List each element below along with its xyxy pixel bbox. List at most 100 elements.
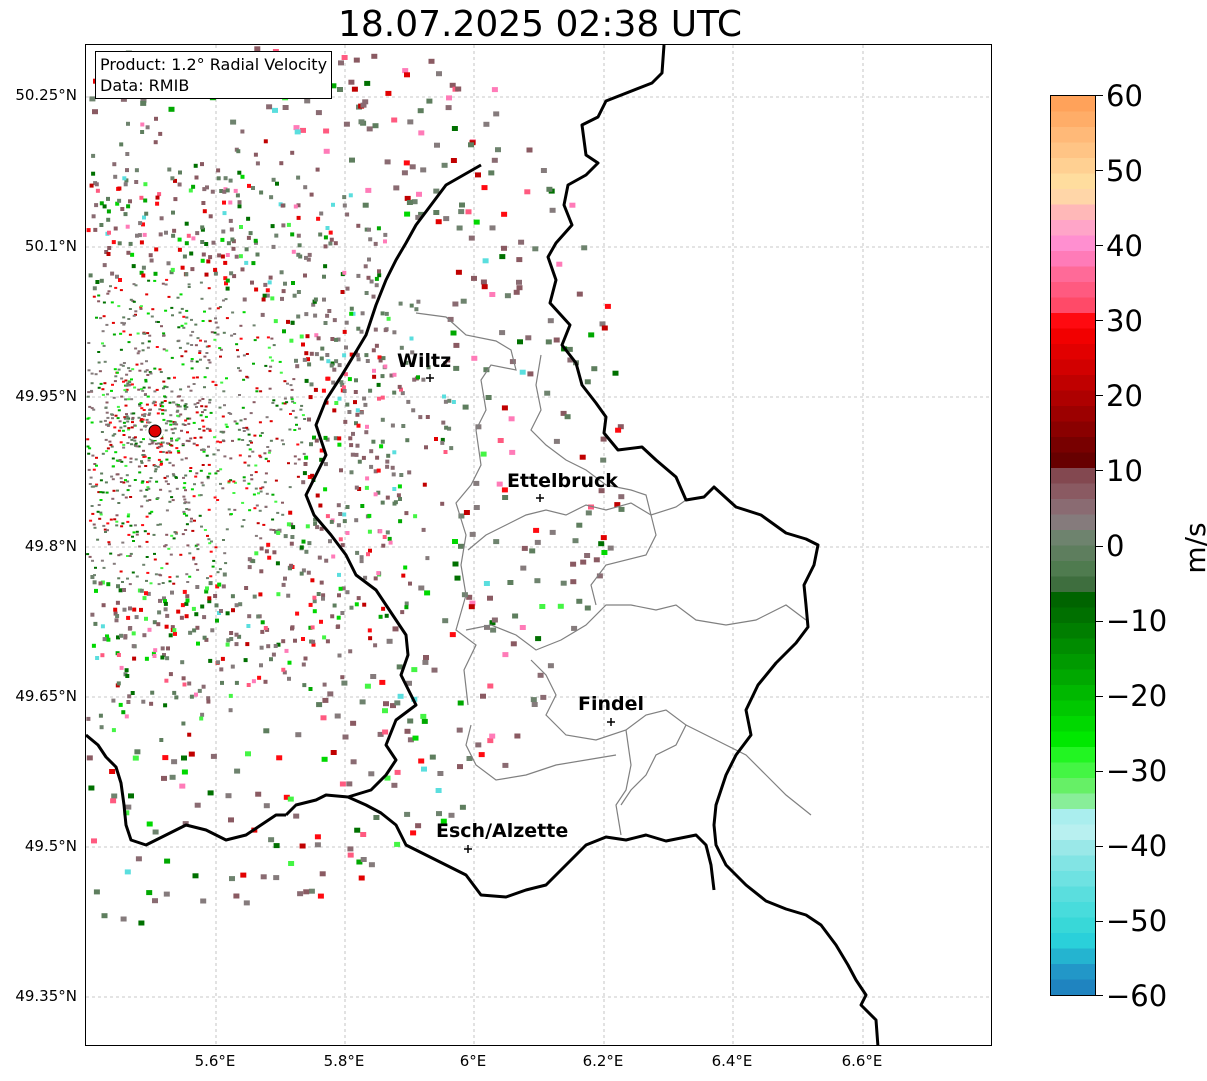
radar-echo-cell	[323, 435, 328, 440]
radar-echo-cell	[102, 566, 106, 569]
radar-echo-cell	[371, 439, 376, 444]
radar-echo-cell	[142, 332, 146, 335]
radar-echo-cell	[131, 571, 135, 574]
radar-echo-cell	[323, 244, 328, 249]
radar-echo-cell	[197, 688, 202, 693]
radar-echo-cell	[296, 443, 300, 446]
radar-echo-cell	[95, 316, 98, 319]
radar-echo-cell	[102, 263, 107, 268]
radar-echo-cell	[117, 577, 121, 580]
radar-echo-cell	[125, 152, 130, 156]
radar-echo-cell	[92, 295, 96, 298]
radar-echo-cell	[180, 603, 185, 608]
radar-echo-cell	[325, 437, 330, 442]
radar-echo-cell	[247, 433, 251, 436]
radar-echo-cell	[226, 241, 231, 246]
radar-echo-cell	[246, 216, 251, 221]
radar-echo-cell	[145, 418, 149, 421]
radar-echo-cell	[129, 457, 133, 460]
radar-echo-cell	[201, 398, 205, 400]
radar-echo-cell	[107, 543, 111, 546]
radar-echo-cell	[189, 467, 193, 469]
radar-echo-cell	[212, 453, 216, 456]
radar-echo-cell	[97, 386, 101, 389]
radar-echo-cell	[362, 202, 369, 208]
radar-echo-cell	[526, 147, 533, 153]
radar-echo-cell	[263, 803, 270, 809]
radar-echo-cell	[100, 653, 105, 658]
radar-echo-cell	[355, 443, 360, 448]
radar-echo-cell	[176, 405, 180, 408]
radar-echo-cell	[435, 788, 442, 793]
radar-echo-cell	[106, 217, 111, 222]
radar-echo-cell	[468, 142, 474, 148]
radar-echo-cell	[252, 362, 255, 365]
radar-echo-cell	[163, 607, 168, 612]
colorbar-tick-label: 20	[1106, 379, 1143, 413]
radar-echo-cell	[208, 658, 213, 663]
radar-echo-cell	[123, 389, 127, 392]
radar-echo-cell	[138, 403, 142, 406]
radar-echo-cell	[184, 221, 189, 226]
radar-echo-cell	[139, 305, 143, 308]
radar-echo-cell	[345, 505, 350, 509]
radar-echo-cell	[138, 545, 142, 548]
radar-echo-cell	[117, 305, 121, 308]
radar-echo-cell	[369, 464, 374, 469]
radar-echo-cell	[271, 493, 275, 496]
radar-echo-cell	[157, 610, 162, 615]
radar-echo-cell	[451, 400, 456, 404]
radar-echo-cell	[397, 484, 402, 489]
radar-echo-cell	[219, 609, 223, 613]
radar-echo-cell	[124, 404, 128, 407]
radar-echo-cell	[115, 600, 120, 605]
radar-echo-cell	[428, 58, 435, 64]
radar-echo-cell	[458, 513, 465, 519]
radar-echo-cell	[499, 254, 506, 260]
radar-echo-cell	[201, 320, 205, 322]
radar-echo-cell	[105, 401, 109, 404]
radar-echo-cell	[320, 346, 325, 351]
radar-echo-cell	[176, 296, 180, 299]
radar-echo-cell	[342, 389, 347, 393]
radar-echo-cell	[245, 487, 249, 490]
radar-echo-cell	[90, 612, 95, 617]
radar-echo-cell	[130, 426, 134, 429]
radar-echo-cell	[99, 511, 103, 514]
radar-echo-cell	[299, 571, 304, 576]
radar-echo-cell	[328, 539, 332, 544]
radar-echo-cell	[248, 440, 252, 443]
radar-echo-cell	[598, 488, 605, 494]
radar-echo-cell	[159, 450, 163, 453]
radar-echo-cell	[546, 186, 553, 192]
radar-echo-cell	[255, 161, 260, 166]
radar-echo-cell	[137, 416, 141, 419]
radar-echo-cell	[134, 284, 138, 287]
radar-echo-cell	[175, 403, 179, 406]
radar-map[interactable]	[85, 44, 992, 1046]
radar-echo-cell	[325, 376, 330, 381]
radar-echo-cell	[120, 96, 127, 102]
country-borders	[86, 45, 880, 1045]
radar-echo-cell	[426, 365, 431, 370]
radar-echo-cell	[339, 781, 346, 787]
radar-echo-cell	[192, 376, 196, 379]
radar-echo-cell	[491, 87, 498, 93]
colorbar-band	[1051, 173, 1095, 190]
radar-echo-cell	[576, 291, 583, 297]
radar-echo-cell	[302, 357, 307, 362]
radar-echo-cell	[290, 320, 295, 325]
radar-echo-cell	[119, 481, 123, 483]
radar-echo-cell	[172, 582, 176, 585]
radar-echo-cell	[171, 314, 174, 317]
radar-echo-cell	[185, 309, 189, 312]
colorbar-band	[1051, 638, 1095, 655]
radar-echo-cell	[154, 116, 158, 121]
radar-echo-cell	[207, 287, 211, 290]
radar-echo-cell	[371, 53, 378, 59]
radar-echo-cell	[129, 461, 133, 464]
radar-echo-cell	[199, 339, 202, 342]
radar-echo-cell	[283, 380, 287, 383]
radar-echo-cell	[487, 595, 493, 601]
radar-echo-cell	[168, 461, 172, 464]
